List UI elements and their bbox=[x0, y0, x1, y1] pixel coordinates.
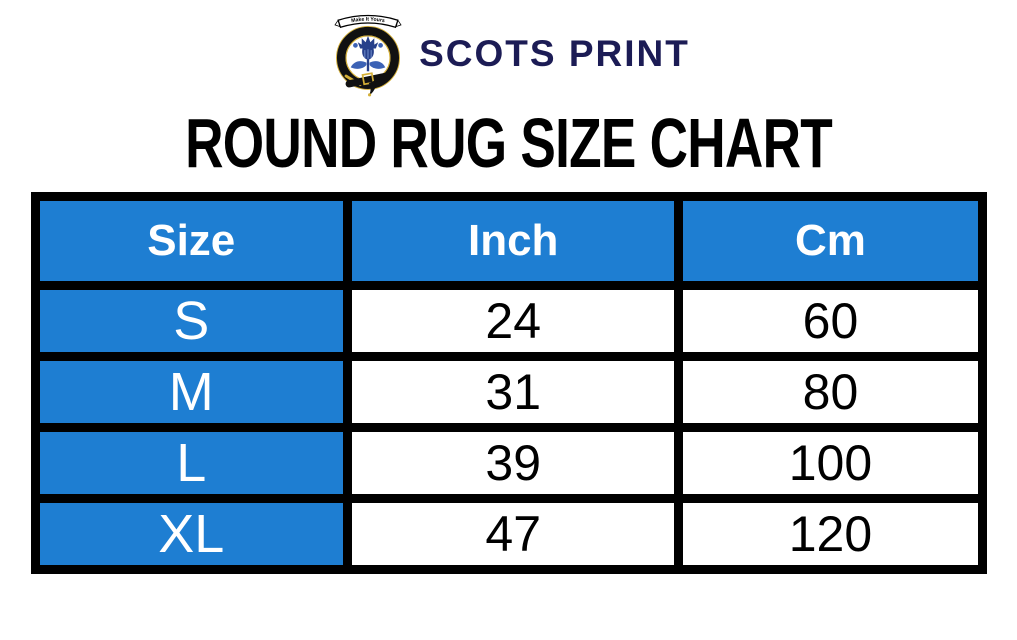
cm-value: 120 bbox=[674, 494, 987, 574]
title-row: ROUND RUG SIZE CHART bbox=[0, 108, 1017, 178]
cm-value: 80 bbox=[674, 352, 987, 432]
table-row: S 24 60 bbox=[30, 281, 987, 361]
table-row: L 39 100 bbox=[30, 423, 987, 503]
size-chart-table: Size Inch Cm S 24 60 M 31 80 L 39 100 XL… bbox=[30, 192, 987, 574]
size-label: S bbox=[30, 281, 352, 361]
size-label: XL bbox=[30, 494, 352, 574]
inch-value: 47 bbox=[342, 494, 684, 574]
column-header-inch: Inch bbox=[342, 192, 684, 290]
header-row: Size Inch Cm bbox=[30, 192, 987, 290]
svg-text:Make It Yours: Make It Yours bbox=[351, 17, 386, 25]
column-header-cm: Cm bbox=[674, 192, 987, 290]
column-header-size: Size bbox=[30, 192, 352, 290]
thistle-icon bbox=[350, 35, 386, 72]
inch-value: 39 bbox=[342, 423, 684, 503]
cm-value: 60 bbox=[674, 281, 987, 361]
table-row: M 31 80 bbox=[30, 352, 987, 432]
size-label: L bbox=[30, 423, 352, 503]
inch-value: 24 bbox=[342, 281, 684, 361]
size-label: M bbox=[30, 352, 352, 432]
page-title: ROUND RUG SIZE CHART bbox=[185, 104, 833, 182]
logo-header: Make It Yours SCOTS PRINT bbox=[0, 0, 1017, 98]
cm-value: 100 bbox=[674, 423, 987, 503]
brand-name: SCOTS PRINT bbox=[419, 33, 690, 74]
scots-print-crest-icon: Make It Yours bbox=[334, 14, 402, 97]
crest-banner-text: Make It Yours bbox=[351, 17, 386, 25]
crest-buckle bbox=[344, 72, 391, 97]
table-row: XL 47 120 bbox=[30, 494, 987, 574]
inch-value: 31 bbox=[342, 352, 684, 432]
